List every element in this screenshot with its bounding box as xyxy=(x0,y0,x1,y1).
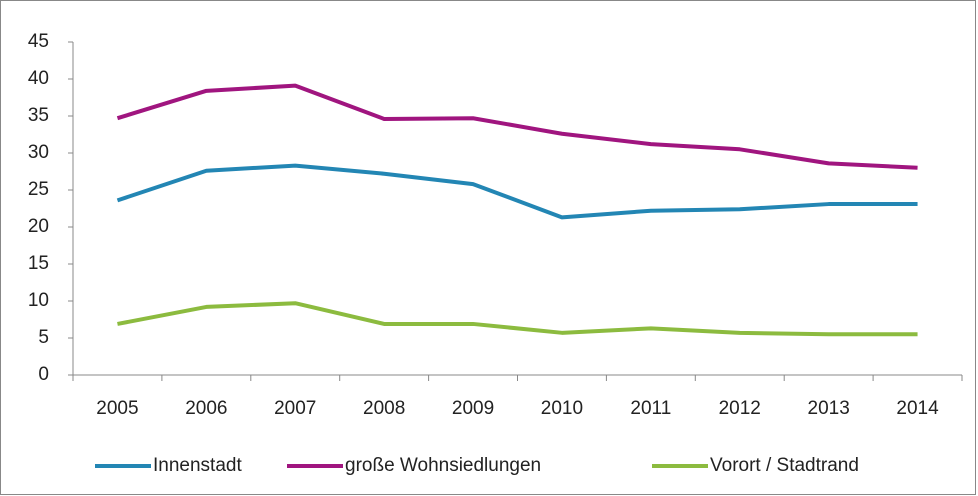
y-tick-label: 45 xyxy=(28,31,49,52)
legend-label: große Wohnsiedlungen xyxy=(345,455,541,476)
y-tick-label: 25 xyxy=(28,179,49,200)
y-tick-label: 20 xyxy=(28,216,49,237)
y-tick-label: 30 xyxy=(28,142,49,163)
x-tick-label: 2014 xyxy=(896,398,939,419)
series-line xyxy=(117,301,918,337)
series-line xyxy=(116,163,918,220)
x-tick-label: 2009 xyxy=(452,398,494,419)
legend-label: Innenstadt xyxy=(153,455,242,476)
y-tick-label: 5 xyxy=(38,327,49,348)
x-tick-label: 2006 xyxy=(185,398,227,419)
legend-label: Vorort / Stadtrand xyxy=(710,455,859,476)
x-tick-label: 2012 xyxy=(719,398,761,419)
y-tick-label: 15 xyxy=(28,253,49,274)
x-tick-label: 2008 xyxy=(363,398,405,419)
y-tick-label: 0 xyxy=(38,364,49,385)
x-tick-label: 2011 xyxy=(630,398,671,419)
x-tick-label: 2005 xyxy=(96,398,138,419)
x-tick-label: 2010 xyxy=(541,398,583,419)
y-tick-label: 35 xyxy=(28,105,49,126)
y-tick-label: 10 xyxy=(28,290,49,311)
x-tick-label: 2013 xyxy=(808,398,850,419)
x-tick-label: 2007 xyxy=(274,398,316,419)
y-tick-label: 40 xyxy=(28,68,49,89)
series-line xyxy=(116,83,918,170)
